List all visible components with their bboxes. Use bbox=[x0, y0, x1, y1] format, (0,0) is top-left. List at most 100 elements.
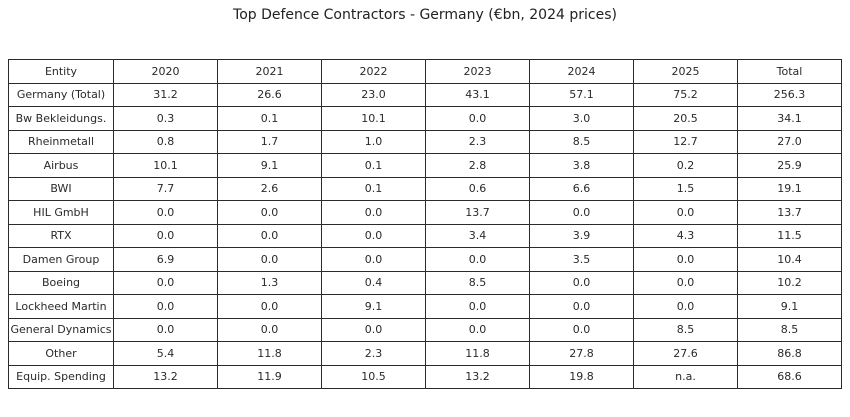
value-cell-2024: 19.8 bbox=[529, 364, 634, 389]
table-row: General Dynamics 0.0 0.0 0.0 0.0 0.0 8.5 8.5 bbox=[8, 317, 842, 342]
value-cell-2021: 1.7 bbox=[217, 129, 322, 154]
value-cell-2025: 0.0 bbox=[633, 200, 738, 225]
value-cell-2023: 0.0 bbox=[425, 106, 530, 131]
value-cell-total: 9.1 bbox=[737, 294, 842, 319]
value-cell-2021: 2.6 bbox=[217, 176, 322, 201]
value-cell-2023: 0.0 bbox=[425, 317, 530, 342]
entity-name-cell: Germany (Total) bbox=[8, 82, 114, 107]
value-cell-2024: 8.5 bbox=[529, 129, 634, 154]
value-cell-2020: 0.0 bbox=[113, 200, 218, 225]
entity-name-cell: HIL GmbH bbox=[8, 200, 114, 225]
value-cell-2021: 11.8 bbox=[217, 341, 322, 366]
value-cell-2024: 57.1 bbox=[529, 82, 634, 107]
value-cell-2020: 31.2 bbox=[113, 82, 218, 107]
value-cell-2023: 0.0 bbox=[425, 247, 530, 272]
table-row: Boeing 0.0 1.3 0.4 8.5 0.0 0.0 10.2 bbox=[8, 270, 842, 295]
value-cell-2023: 2.3 bbox=[425, 129, 530, 154]
value-cell-total: 8.5 bbox=[737, 317, 842, 342]
value-cell-2021: 0.0 bbox=[217, 317, 322, 342]
value-cell-2025: 12.7 bbox=[633, 129, 738, 154]
entity-name-cell: Damen Group bbox=[8, 247, 114, 272]
value-cell-total: 25.9 bbox=[737, 153, 842, 178]
value-cell-2025: 75.2 bbox=[633, 82, 738, 107]
value-cell-2020: 13.2 bbox=[113, 364, 218, 389]
header-row: Entity 2020 2021 2022 2023 2024 2025 Tot… bbox=[8, 59, 842, 84]
value-cell-2022: 0.0 bbox=[321, 223, 426, 248]
value-cell-2025: 8.5 bbox=[633, 317, 738, 342]
value-cell-2021: 0.0 bbox=[217, 200, 322, 225]
value-cell-2024: 27.8 bbox=[529, 341, 634, 366]
value-cell-total: 27.0 bbox=[737, 129, 842, 154]
value-cell-total: 10.4 bbox=[737, 247, 842, 272]
value-cell-2024: 0.0 bbox=[529, 294, 634, 319]
value-cell-2024: 0.0 bbox=[529, 270, 634, 295]
value-cell-2023: 43.1 bbox=[425, 82, 530, 107]
table-title: Top Defence Contractors - Germany (€bn, … bbox=[233, 7, 617, 23]
value-cell-total: 68.6 bbox=[737, 364, 842, 389]
value-cell-2022: 0.0 bbox=[321, 317, 426, 342]
value-cell-total: 34.1 bbox=[737, 106, 842, 131]
value-cell-2021: 11.9 bbox=[217, 364, 322, 389]
entity-name-cell: Rheinmetall bbox=[8, 129, 114, 154]
value-cell-2024: 0.0 bbox=[529, 200, 634, 225]
column-header-2022: 2022 bbox=[321, 59, 426, 84]
contractors-table: Entity 2020 2021 2022 2023 2024 2025 Tot… bbox=[8, 59, 842, 389]
entity-name-cell: Lockheed Martin bbox=[8, 294, 114, 319]
value-cell-2020: 0.0 bbox=[113, 317, 218, 342]
value-cell-2024: 3.5 bbox=[529, 247, 634, 272]
value-cell-2020: 5.4 bbox=[113, 341, 218, 366]
value-cell-2021: 0.0 bbox=[217, 223, 322, 248]
value-cell-2025: n.a. bbox=[633, 364, 738, 389]
value-cell-2022: 9.1 bbox=[321, 294, 426, 319]
value-cell-2022: 10.5 bbox=[321, 364, 426, 389]
value-cell-2021: 0.0 bbox=[217, 294, 322, 319]
value-cell-total: 19.1 bbox=[737, 176, 842, 201]
table-row: BWI 7.7 2.6 0.1 0.6 6.6 1.5 19.1 bbox=[8, 176, 842, 201]
column-header-2024: 2024 bbox=[529, 59, 634, 84]
value-cell-2023: 13.7 bbox=[425, 200, 530, 225]
table-row: Other 5.4 11.8 2.3 11.8 27.8 27.6 86.8 bbox=[8, 341, 842, 366]
value-cell-2023: 0.6 bbox=[425, 176, 530, 201]
value-cell-total: 10.2 bbox=[737, 270, 842, 295]
value-cell-total: 256.3 bbox=[737, 82, 842, 107]
table-body: Germany (Total) 31.2 26.6 23.0 43.1 57.1 75.2 2… bbox=[8, 82, 842, 389]
entity-name-cell: Equip. Spending bbox=[8, 364, 114, 389]
column-header-entity: Entity bbox=[8, 59, 114, 84]
value-cell-2023: 2.8 bbox=[425, 153, 530, 178]
value-cell-2021: 9.1 bbox=[217, 153, 322, 178]
value-cell-2023: 11.8 bbox=[425, 341, 530, 366]
column-header-2021: 2021 bbox=[217, 59, 322, 84]
value-cell-2021: 0.0 bbox=[217, 247, 322, 272]
value-cell-2022: 0.4 bbox=[321, 270, 426, 295]
entity-name-cell: RTX bbox=[8, 223, 114, 248]
value-cell-2020: 0.3 bbox=[113, 106, 218, 131]
entity-name-cell: Other bbox=[8, 341, 114, 366]
column-header-total: Total bbox=[737, 59, 842, 84]
column-header-2025: 2025 bbox=[633, 59, 738, 84]
value-cell-2025: 0.2 bbox=[633, 153, 738, 178]
value-cell-2024: 3.8 bbox=[529, 153, 634, 178]
entity-name-cell: Boeing bbox=[8, 270, 114, 295]
entity-name-cell: Airbus bbox=[8, 153, 114, 178]
value-cell-2023: 13.2 bbox=[425, 364, 530, 389]
value-cell-total: 86.8 bbox=[737, 341, 842, 366]
value-cell-2024: 0.0 bbox=[529, 317, 634, 342]
value-cell-2022: 0.1 bbox=[321, 176, 426, 201]
value-cell-2025: 0.0 bbox=[633, 247, 738, 272]
value-cell-2022: 0.1 bbox=[321, 153, 426, 178]
value-cell-2025: 4.3 bbox=[633, 223, 738, 248]
value-cell-2020: 6.9 bbox=[113, 247, 218, 272]
value-cell-2021: 0.1 bbox=[217, 106, 322, 131]
value-cell-2025: 0.0 bbox=[633, 270, 738, 295]
value-cell-2023: 8.5 bbox=[425, 270, 530, 295]
table-row: Rheinmetall 0.8 1.7 1.0 2.3 8.5 12.7 27.0 bbox=[8, 129, 842, 154]
column-header-2020: 2020 bbox=[113, 59, 218, 84]
value-cell-2020: 0.0 bbox=[113, 294, 218, 319]
value-cell-2025: 1.5 bbox=[633, 176, 738, 201]
entity-name-cell: Bw Bekleidungs. bbox=[8, 106, 114, 131]
table-row: HIL GmbH 0.0 0.0 0.0 13.7 0.0 0.0 13.7 bbox=[8, 200, 842, 225]
table-row: Equip. Spending 13.2 11.9 10.5 13.2 19.8 n.a. 6… bbox=[8, 364, 842, 389]
value-cell-2024: 6.6 bbox=[529, 176, 634, 201]
value-cell-2022: 0.0 bbox=[321, 200, 426, 225]
value-cell-2023: 3.4 bbox=[425, 223, 530, 248]
